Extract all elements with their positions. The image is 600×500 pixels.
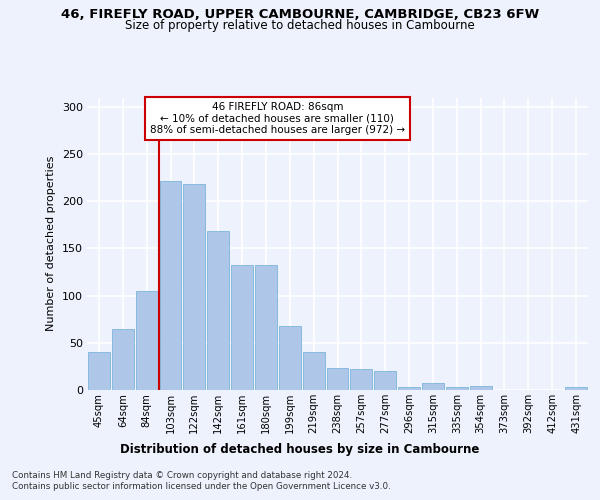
Bar xyxy=(326,368,349,390)
Bar xyxy=(279,326,301,390)
Bar xyxy=(302,352,325,390)
Bar xyxy=(422,384,444,390)
Text: 46 FIREFLY ROAD: 86sqm
← 10% of detached houses are smaller (110)
88% of semi-de: 46 FIREFLY ROAD: 86sqm ← 10% of detached… xyxy=(150,102,405,135)
Bar xyxy=(184,184,205,390)
Text: Size of property relative to detached houses in Cambourne: Size of property relative to detached ho… xyxy=(125,19,475,32)
Text: Distribution of detached houses by size in Cambourne: Distribution of detached houses by size … xyxy=(121,442,479,456)
Bar xyxy=(136,291,158,390)
Bar xyxy=(112,328,134,390)
Bar xyxy=(255,264,277,390)
Text: Contains public sector information licensed under the Open Government Licence v3: Contains public sector information licen… xyxy=(12,482,391,491)
Y-axis label: Number of detached properties: Number of detached properties xyxy=(46,156,56,332)
Text: Contains HM Land Registry data © Crown copyright and database right 2024.: Contains HM Land Registry data © Crown c… xyxy=(12,471,352,480)
Bar xyxy=(231,264,253,390)
Bar xyxy=(446,387,468,390)
Bar xyxy=(350,369,373,390)
Bar xyxy=(374,371,396,390)
Bar xyxy=(398,387,420,390)
Bar xyxy=(470,386,491,390)
Bar xyxy=(207,232,229,390)
Bar xyxy=(88,352,110,390)
Text: 46, FIREFLY ROAD, UPPER CAMBOURNE, CAMBRIDGE, CB23 6FW: 46, FIREFLY ROAD, UPPER CAMBOURNE, CAMBR… xyxy=(61,8,539,20)
Bar xyxy=(565,387,587,390)
Bar xyxy=(160,180,181,390)
